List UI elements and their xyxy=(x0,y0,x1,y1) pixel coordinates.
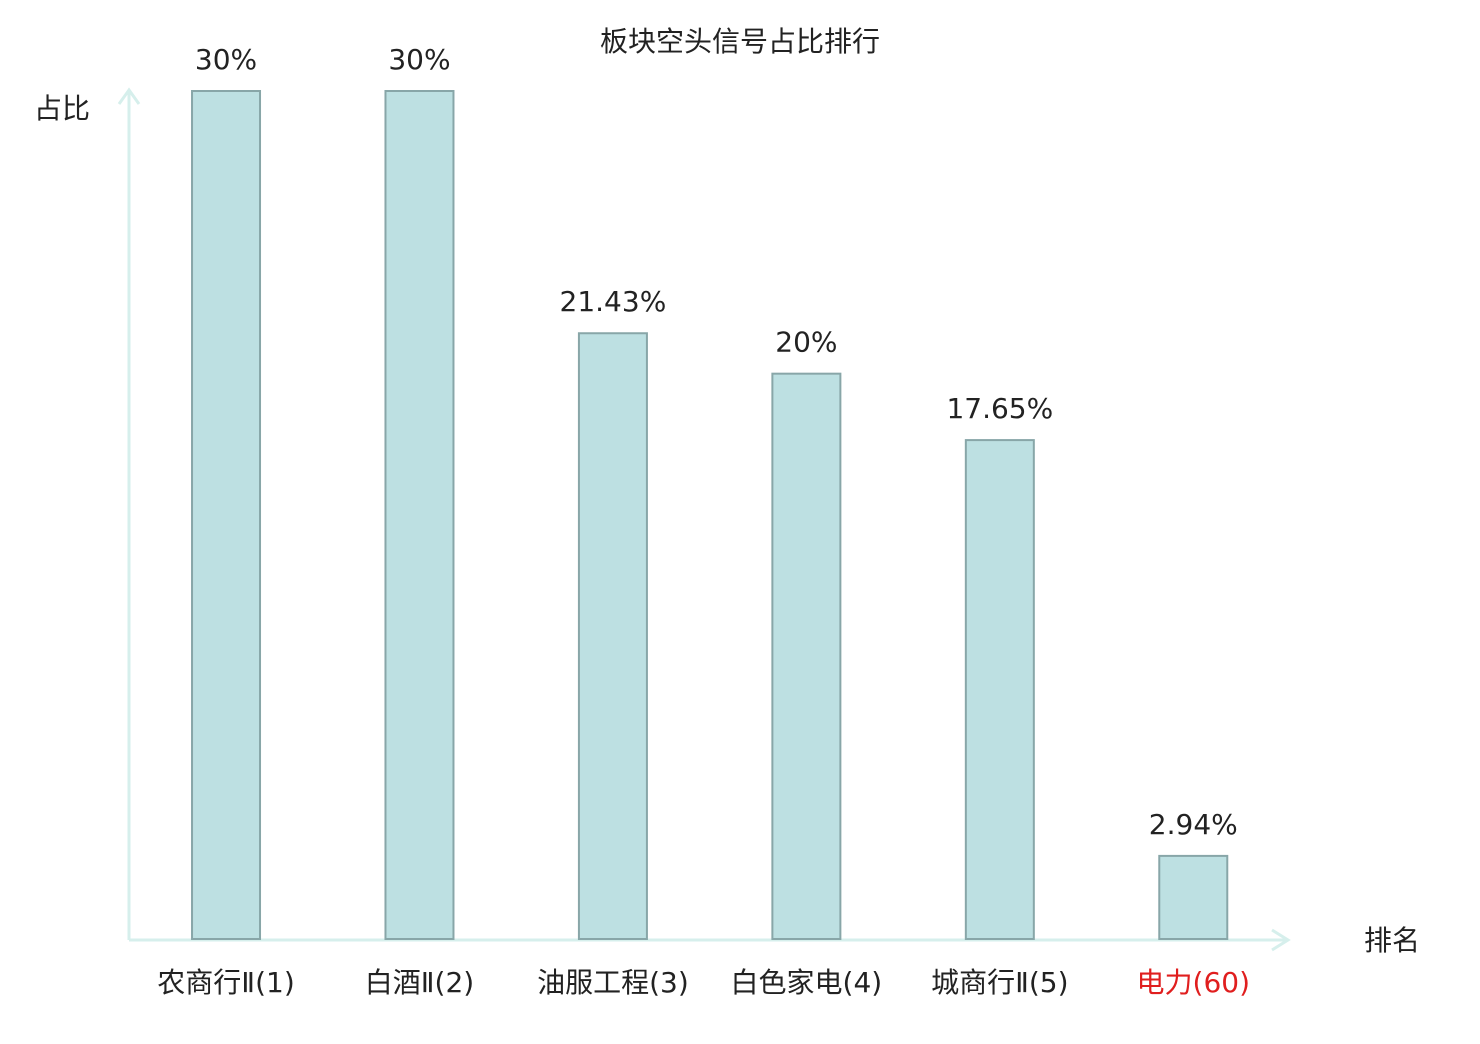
x-tick-label: 农商行Ⅱ(1) xyxy=(157,966,294,999)
x-tick-label: 白酒Ⅱ(2) xyxy=(365,966,474,999)
axes xyxy=(117,87,1291,952)
value-label: 21.43% xyxy=(560,285,667,318)
x-tick-label: 白色家电(4) xyxy=(731,966,883,999)
y-axis-arrow xyxy=(117,87,141,105)
bar xyxy=(1158,854,1229,940)
x-tick-label: 电力(60) xyxy=(1137,966,1250,999)
x-axis-arrow xyxy=(1271,928,1291,952)
value-label: 17.65% xyxy=(946,392,1053,425)
chart-title: 板块空头信号占比排行 xyxy=(600,25,880,58)
x-tick-label: 城商行Ⅱ(5) xyxy=(931,966,1068,999)
bar xyxy=(191,90,262,940)
value-label: 20% xyxy=(775,326,837,359)
value-label: 30% xyxy=(195,43,257,76)
x-tick-label: 油服工程(3) xyxy=(537,966,689,999)
bar xyxy=(384,90,455,940)
value-label: 2.94% xyxy=(1149,808,1238,841)
bar xyxy=(771,372,842,940)
x-axis-label: 排名 xyxy=(1364,924,1420,957)
y-axis-label: 占比 xyxy=(34,92,90,125)
value-label: 30% xyxy=(388,43,450,76)
bar xyxy=(577,332,648,940)
bar xyxy=(964,439,1035,940)
